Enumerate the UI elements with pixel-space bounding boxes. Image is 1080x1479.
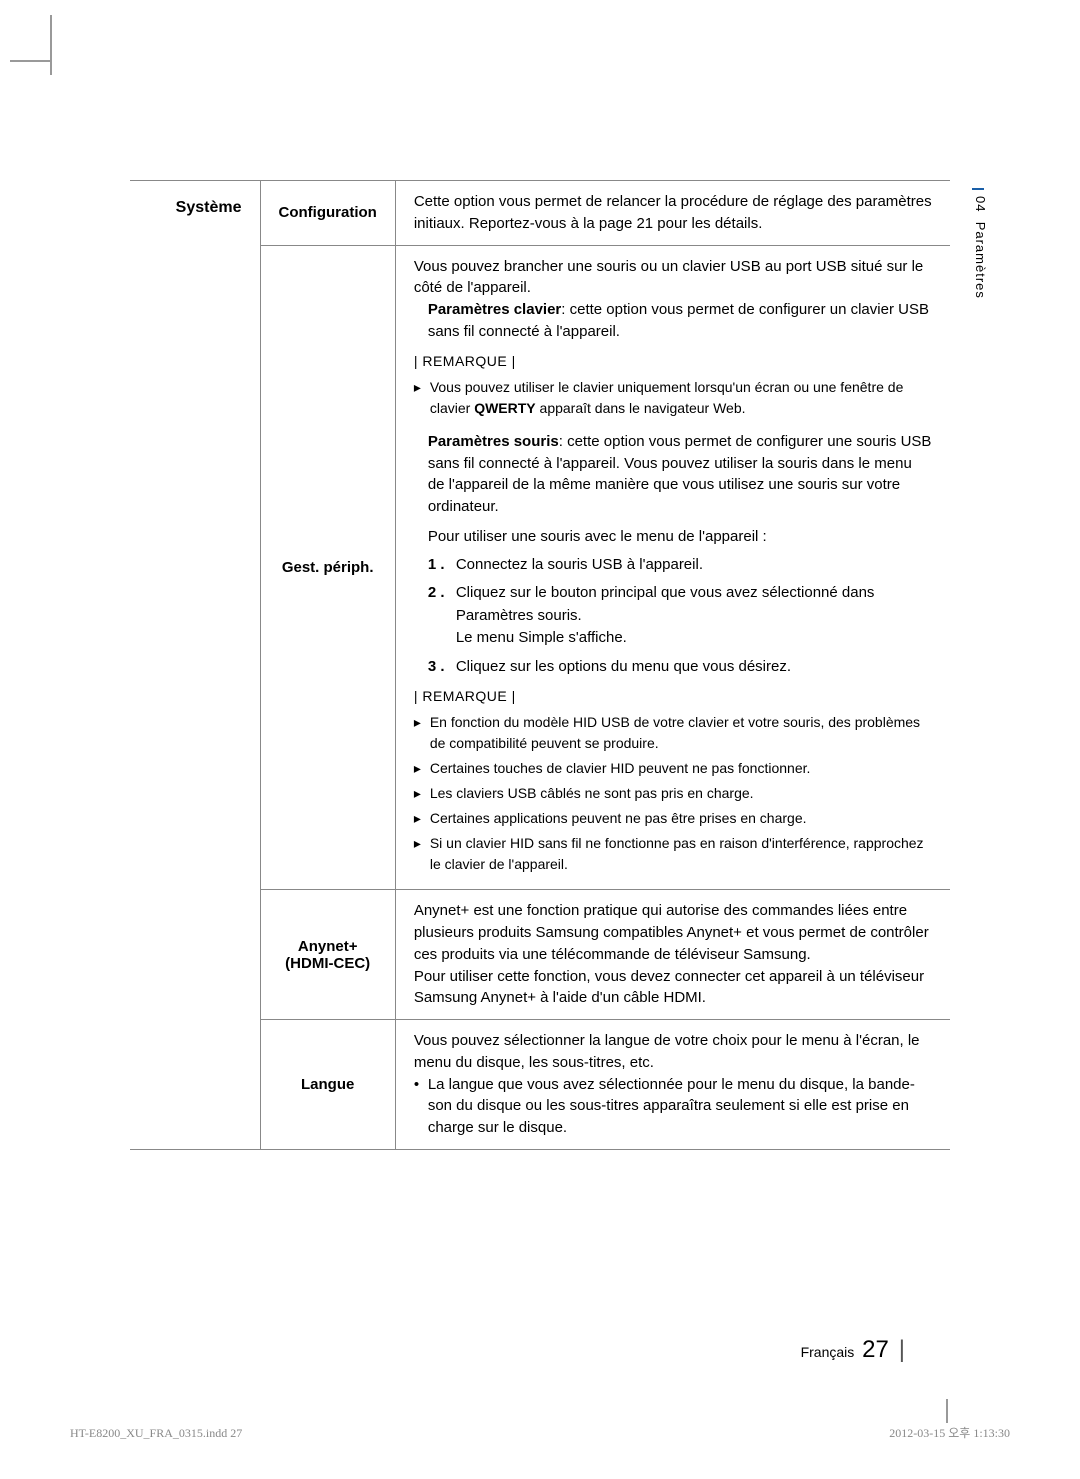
crop-mark [50, 15, 52, 75]
remarque-label: | REMARQUE | [414, 351, 932, 371]
text: Paramètres clavier: cette option vous pe… [428, 299, 932, 343]
list-item: Vous pouvez utiliser le clavier uniqueme… [414, 377, 932, 419]
print-footer-left: HT-E8200_XU_FRA_0315.indd 27 [70, 1426, 242, 1441]
list-item: Certaines touches de clavier HID peuvent… [414, 758, 932, 779]
crop-mark [946, 1399, 948, 1423]
footer-bar: | [899, 1336, 905, 1363]
settings-table: Système Configuration Cette option vous … [130, 180, 950, 1150]
setting-desc: Vous pouvez sélectionner la langue de vo… [395, 1020, 950, 1150]
list-item: Les claviers USB câblés ne sont pas pris… [414, 783, 932, 804]
section-label: Paramètres [973, 222, 988, 299]
page-footer: Français 27 | [801, 1336, 905, 1364]
list-item: 3 .Cliquez sur les options du menu que v… [428, 656, 932, 679]
setting-desc: Anynet+ est une fonction pratique qui au… [395, 890, 950, 1020]
side-tab: 04 Paramètres [973, 190, 988, 299]
text: Vous pouvez brancher une souris ou un cl… [414, 256, 932, 300]
list-item: 1 .Connectez la souris USB à l'appareil. [428, 554, 932, 577]
text: Paramètres souris: cette option vous per… [428, 431, 932, 518]
setting-label: Gest. périph. [260, 245, 395, 890]
section-number: 04 [973, 196, 988, 212]
note-list: Vous pouvez utiliser le clavier uniqueme… [414, 377, 932, 419]
setting-label: Configuration [260, 181, 395, 246]
text: Vous pouvez sélectionner la langue de vo… [414, 1030, 932, 1074]
list-item: 2 .Cliquez sur le bouton principal que v… [428, 582, 932, 650]
setting-label: Langue [260, 1020, 395, 1150]
setting-desc: Vous pouvez brancher une souris ou un cl… [395, 245, 950, 890]
print-footer-right: 2012-03-15 오후 1:13:30 [889, 1424, 1010, 1441]
list-item: La langue que vous avez sélectionnée pou… [414, 1074, 932, 1139]
list-item: Si un clavier HID sans fil ne fonctionne… [414, 833, 932, 875]
remarque-label: | REMARQUE | [414, 686, 932, 706]
crop-mark [10, 60, 50, 62]
note-list: En fonction du modèle HID USB de votre c… [414, 712, 932, 875]
bullet-list: La langue que vous avez sélectionnée pou… [414, 1074, 932, 1139]
list-item: En fonction du modèle HID USB de votre c… [414, 712, 932, 754]
setting-desc: Cette option vous permet de relancer la … [395, 181, 950, 246]
footer-lang: Français [801, 1344, 855, 1360]
category-cell: Système [130, 181, 260, 1150]
steps-list: 1 .Connectez la souris USB à l'appareil.… [428, 554, 932, 679]
setting-label: Anynet+ (HDMI-CEC) [260, 890, 395, 1020]
list-item: Certaines applications peuvent ne pas êt… [414, 808, 932, 829]
text: Pour utiliser une souris avec le menu de… [428, 526, 932, 548]
page-number: 27 [862, 1336, 889, 1363]
